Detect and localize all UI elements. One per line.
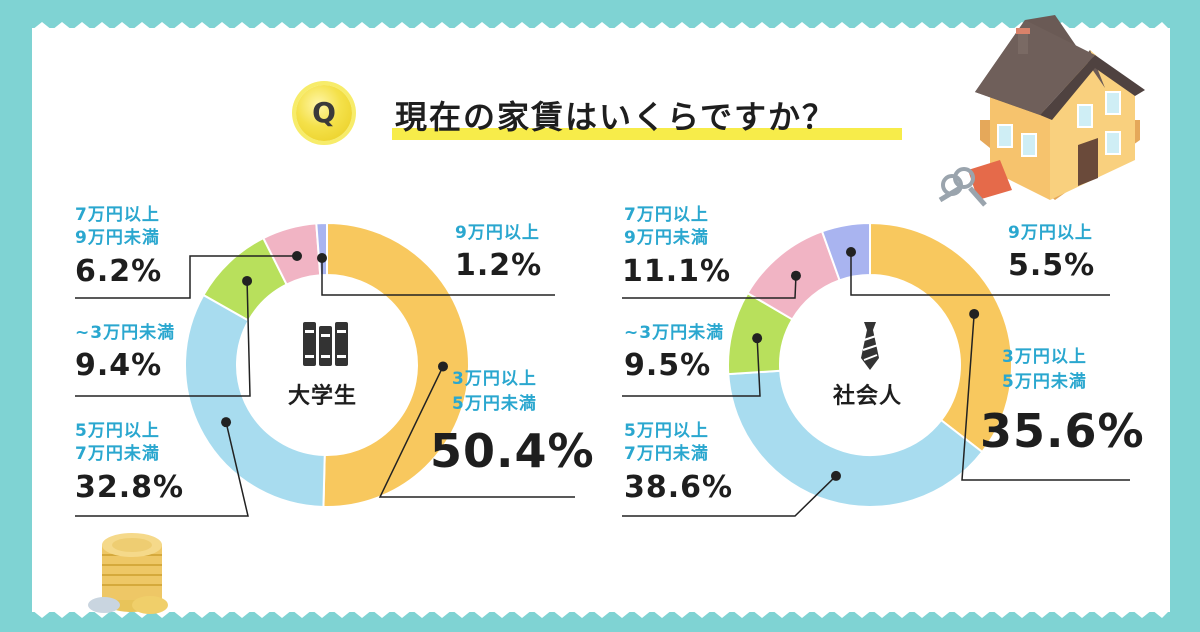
workers-leader-dot-3to5	[969, 308, 980, 319]
students-leader-5to7	[75, 421, 249, 517]
students-value-3to5: 50.4%	[430, 424, 595, 478]
students-value-7man: 6.2%	[75, 254, 163, 289]
workers-value-5to7: 38.6%	[624, 470, 734, 505]
workers-leader-9man	[850, 252, 1110, 296]
center-label-students: 大学生	[288, 384, 358, 409]
card-top-edge	[32, 22, 1170, 30]
students-leader-dot-3man	[242, 275, 253, 286]
workers-leader-dot-3man	[752, 333, 763, 344]
coins-illustration	[88, 533, 168, 614]
workers-leader-3man	[622, 338, 761, 397]
workers-label-7man-line1: 7万円以上	[624, 205, 709, 225]
workers-value-9man: 5.5%	[1008, 248, 1096, 283]
students-label-3to5-line1: 3万円以上	[452, 369, 537, 389]
workers-label-3man: ~3万円未満	[624, 323, 725, 343]
workers-label-7man-line2: 9万円未満	[624, 228, 709, 248]
workers-value-7man: 11.1%	[622, 254, 732, 289]
workers-leader-3to5	[961, 313, 1130, 481]
workers-label-5to7-line2: 7万円未満	[624, 444, 709, 464]
students-label-5to7-line2: 7万円未満	[75, 444, 160, 464]
students-label-7man-line2: 9万円未満	[75, 228, 160, 248]
workers-slice-3to5	[869, 221, 1013, 454]
card-bottom-edge	[32, 610, 1170, 618]
title-highlight	[392, 128, 902, 140]
students-leader-9man	[321, 258, 555, 296]
students-slice-5to7	[184, 293, 326, 508]
page-title: 現在の家賃はいくらですか？	[395, 98, 837, 136]
workers-leader-dot-9man	[846, 247, 856, 257]
students-leader-3to5	[378, 366, 575, 498]
house-illustration	[938, 15, 1145, 207]
workers-leader-7man	[622, 275, 797, 299]
workers-label-3to5-line1: 3万円以上	[1002, 347, 1087, 367]
center-label-workers: 社会人	[833, 384, 903, 409]
students-leader-dot-7man	[292, 251, 302, 261]
students-leader-dot-3to5	[437, 361, 448, 372]
workers-leader-dot-5to7	[830, 470, 841, 481]
books-icon	[303, 322, 348, 366]
workers-label-3to5-line2: 5万円未満	[1002, 372, 1087, 392]
students-label-5to7-line1: 5万円以上	[75, 421, 160, 441]
workers-value-3to5: 35.6%	[980, 404, 1145, 458]
question-badge-letter: Q	[312, 96, 336, 129]
students-label-3man: ~3万円未満	[75, 323, 176, 343]
workers-leader-dot-7man	[790, 270, 801, 281]
necktie-icon	[861, 322, 879, 370]
students-label-9man: 9万円以上	[455, 223, 540, 243]
students-value-3man: 9.4%	[75, 348, 163, 383]
students-value-9man: 1.2%	[455, 248, 543, 283]
students-value-5to7: 32.8%	[75, 470, 185, 505]
students-leader-7man	[75, 255, 297, 299]
students-label-3to5-line2: 5万円未満	[452, 394, 537, 414]
students-leader-dot-9man	[317, 253, 327, 263]
question-badge	[296, 85, 352, 141]
students-leader-3man	[75, 280, 251, 397]
workers-label-9man: 9万円以上	[1008, 223, 1093, 243]
students-slice-3to5	[322, 221, 470, 508]
workers-value-3man: 9.5%	[624, 348, 712, 383]
students-leader-dot-5to7	[221, 417, 232, 428]
workers-leader-5to7	[622, 475, 837, 517]
workers-label-5to7-line1: 5万円以上	[624, 421, 709, 441]
students-label-7man-line1: 7万円以上	[75, 205, 160, 225]
workers-slice-5to7	[727, 369, 984, 508]
